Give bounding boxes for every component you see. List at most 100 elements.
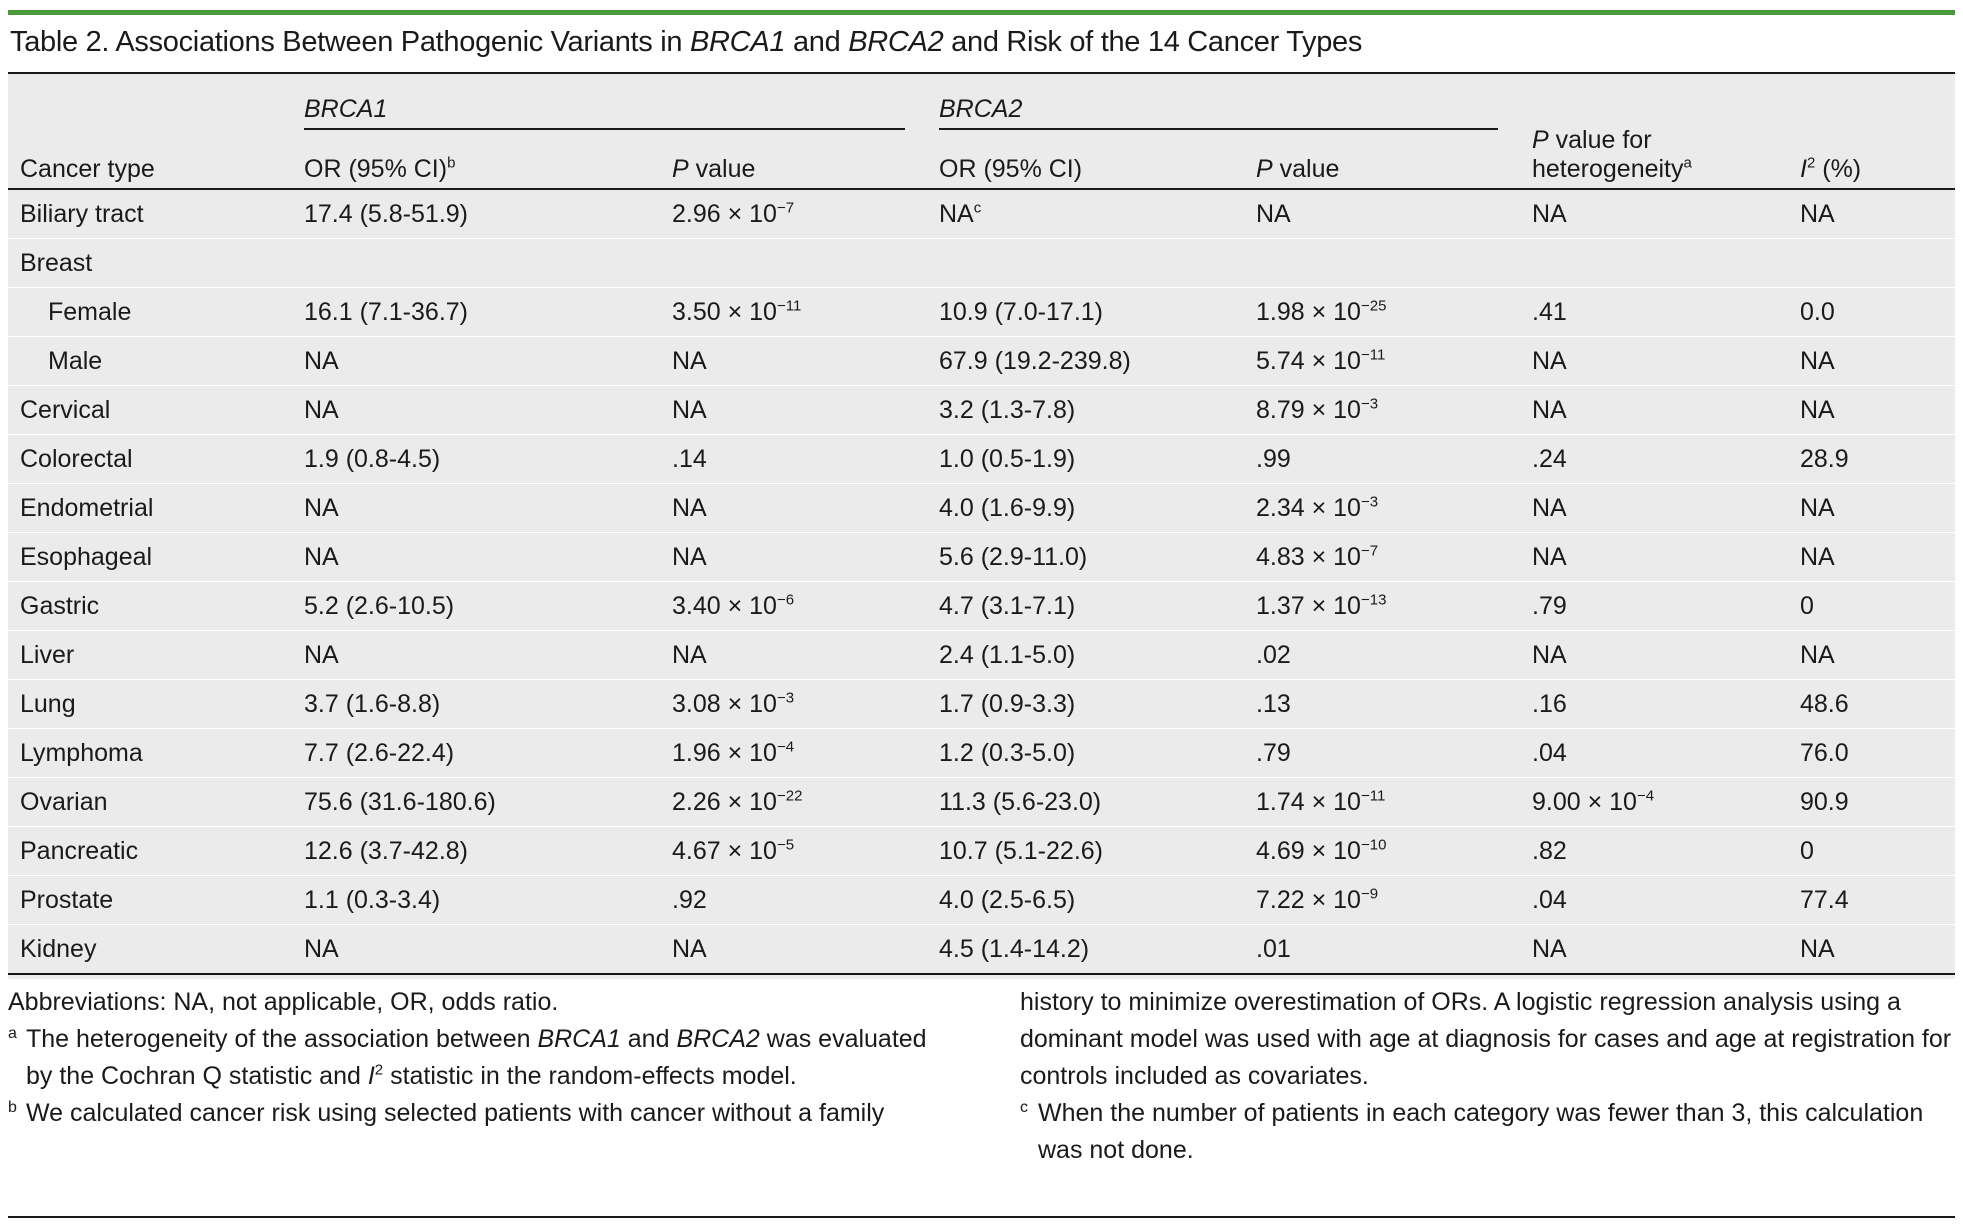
cell-p-heterogeneity: NA: [1520, 385, 1788, 435]
header-p-heterogeneity: P value for heterogeneitya: [1520, 74, 1788, 190]
header-brca2-or: OR (95% CI): [927, 136, 1244, 190]
footnote-c: c When the number of patients in each cat…: [1020, 1099, 1924, 1164]
cell-brca1-or: 17.4 (5.8-51.9): [292, 188, 660, 239]
cell-p-heterogeneity: NA: [1520, 630, 1788, 680]
cell-i2: 90.9: [1788, 777, 1955, 827]
header-cancer-type: Cancer type: [8, 74, 292, 190]
cell-p-heterogeneity: NA: [1520, 483, 1788, 533]
cell-brca2-or: 4.0 (2.5-6.5): [927, 875, 1244, 925]
cell-i2: NA: [1788, 532, 1955, 582]
cell-cancer-type: Male: [8, 336, 292, 386]
table-row: Lymphoma 7.7 (2.6-22.4) 1.96 × 10−4 1.2 (0.…: [8, 728, 1955, 778]
cell-cancer-type: Pancreatic: [8, 826, 292, 876]
table-row: Colorectal 1.9 (0.8-4.5) .14 1.0 (0.5-1.9).…: [8, 434, 1955, 484]
cell-i2: 77.4: [1788, 875, 1955, 925]
cell-i2: NA: [1788, 630, 1955, 680]
footnote-abbreviations: Abbreviations: NA, not applicable, OR, o…: [8, 988, 559, 1016]
cell-brca1-or: 75.6 (31.6-180.6): [292, 777, 660, 827]
cell-cancer-type: Colorectal: [8, 434, 292, 484]
cell-p-heterogeneity: NA: [1520, 924, 1788, 975]
table-row: Gastric 5.2 (2.6-10.5) 3.40 × 10−6 4.7 (3.1…: [8, 581, 1955, 631]
cell-brca2-or: 4.0 (1.6-9.9): [927, 483, 1244, 533]
table-row: Kidney NA NA 4.5 (1.4-14.2) .01 NA NA: [8, 924, 1955, 975]
cell-brca2-or: 4.7 (3.1-7.1): [927, 581, 1244, 631]
cell-cancer-type: Breast: [8, 238, 292, 288]
cell-brca1-p: NA: [660, 630, 927, 680]
cell-p-heterogeneity: .41: [1520, 287, 1788, 337]
cell-brca2-or: 3.2 (1.3-7.8): [927, 385, 1244, 435]
table-row: Pancreatic 12.6 (3.7-42.8) 4.67 × 10−5 10.7…: [8, 826, 1955, 876]
cell-brca2-p: 7.22 × 10−9: [1244, 875, 1520, 925]
cell-i2: [1788, 238, 1955, 288]
table-row: Cervical NA NA 3.2 (1.3-7.8) 8.79 × 10−3 NA NA: [8, 385, 1955, 435]
header-brca1-or: OR (95% CI)b: [292, 136, 660, 190]
table-row: Ovarian 75.6 (31.6-180.6) 2.26 × 10−22 11.3…: [8, 777, 1955, 827]
cell-brca1-p: NA: [660, 385, 927, 435]
cell-i2: 0: [1788, 826, 1955, 876]
cell-brca2-p: 2.34 × 10−3: [1244, 483, 1520, 533]
cell-brca2-or: 11.3 (5.6-23.0): [927, 777, 1244, 827]
header-i2: I2 (%): [1788, 74, 1955, 190]
cell-brca1-p: 2.96 × 10−7: [660, 188, 927, 239]
cell-i2: 0: [1788, 581, 1955, 631]
cell-cancer-type: Cervical: [8, 385, 292, 435]
footnotes-right: history to minimize overestimation of OR…: [1020, 984, 1955, 1169]
cell-brca1-p: 2.26 × 10−22: [660, 777, 927, 827]
header-brca2-p: P value: [1244, 136, 1520, 190]
cell-cancer-type: Biliary tract: [8, 188, 292, 239]
cell-brca1-or: 12.6 (3.7-42.8): [292, 826, 660, 876]
footnote-b: b We calculated cancer risk using selecte…: [8, 1099, 885, 1127]
cell-brca1-or: [292, 238, 660, 288]
cell-brca1-p: 3.08 × 10−3: [660, 679, 927, 729]
cell-p-heterogeneity: .79: [1520, 581, 1788, 631]
title-rule: [8, 72, 1955, 74]
cell-brca2-p: .99: [1244, 434, 1520, 484]
table-row: Prostate 1.1 (0.3-3.4) .92 4.0 (2.5-6.5) 7.2…: [8, 875, 1955, 925]
cell-brca2-or: NAc: [927, 188, 1244, 239]
cell-brca1-or: 5.2 (2.6-10.5): [292, 581, 660, 631]
cell-cancer-type: Ovarian: [8, 777, 292, 827]
cell-brca2-p: .79: [1244, 728, 1520, 778]
cell-brca1-or: 1.9 (0.8-4.5): [292, 434, 660, 484]
cell-brca1-or: 1.1 (0.3-3.4): [292, 875, 660, 925]
cell-brca1-or: NA: [292, 924, 660, 975]
cell-brca2-or: 1.0 (0.5-1.9): [927, 434, 1244, 484]
cell-brca2-or: [927, 238, 1244, 288]
cell-cancer-type: Esophageal: [8, 532, 292, 582]
cell-cancer-type: Gastric: [8, 581, 292, 631]
top-accent-rule: [8, 10, 1955, 15]
cell-brca1-p: 1.96 × 10−4: [660, 728, 927, 778]
cell-brca1-or: 3.7 (1.6-8.8): [292, 679, 660, 729]
cell-brca2-or: 1.7 (0.9-3.3): [927, 679, 1244, 729]
cell-i2: 0.0: [1788, 287, 1955, 337]
table-row: Esophageal NA NA 5.6 (2.9-11.0) 4.83 × 10−7 N…: [8, 532, 1955, 582]
cell-brca2-p: .13: [1244, 679, 1520, 729]
cell-brca2-p: 4.69 × 10−10: [1244, 826, 1520, 876]
cell-cancer-type: Lung: [8, 679, 292, 729]
cell-brca1-p: NA: [660, 336, 927, 386]
cell-p-heterogeneity: 9.00 × 10−4: [1520, 777, 1788, 827]
cell-brca1-p: NA: [660, 483, 927, 533]
footnote-a: a The heterogeneity of the association be…: [8, 1025, 927, 1090]
cell-brca2-or: 10.9 (7.0-17.1): [927, 287, 1244, 337]
cell-brca1-p: .14: [660, 434, 927, 484]
cell-brca2-p: .02: [1244, 630, 1520, 680]
cell-brca2-or: 1.2 (0.3-5.0): [927, 728, 1244, 778]
table-row: Female 16.1 (7.1-36.7) 3.50 × 10−11 10.9 (7…: [8, 287, 1955, 337]
cell-p-heterogeneity: .16: [1520, 679, 1788, 729]
table-row: Liver NA NA 2.4 (1.1-5.0) .02 NA NA: [8, 630, 1955, 680]
table-row: Biliary tract 17.4 (5.8-51.9) 2.96 × 10−7 N…: [8, 188, 1955, 239]
cell-brca2-p: NA: [1244, 188, 1520, 239]
cell-cancer-type: Female: [8, 287, 292, 337]
cell-p-heterogeneity: NA: [1520, 188, 1788, 239]
cell-brca1-p: .92: [660, 875, 927, 925]
cell-brca2-p: 4.83 × 10−7: [1244, 532, 1520, 582]
cell-brca1-or: NA: [292, 336, 660, 386]
cell-brca2-p: .01: [1244, 924, 1520, 975]
cell-i2: NA: [1788, 188, 1955, 239]
cell-brca2-or: 2.4 (1.1-5.0): [927, 630, 1244, 680]
cell-p-heterogeneity: .24: [1520, 434, 1788, 484]
cell-i2: 28.9: [1788, 434, 1955, 484]
cell-brca2-p: [1244, 238, 1520, 288]
cell-p-heterogeneity: .04: [1520, 875, 1788, 925]
